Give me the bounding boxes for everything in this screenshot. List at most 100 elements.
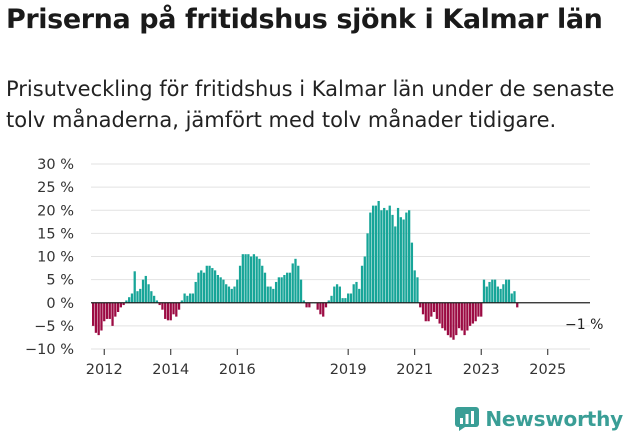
bar <box>427 302 430 322</box>
bar <box>247 254 250 303</box>
chart-subtitle: Prisutveckling för fritidshus i Kalmar l… <box>6 77 615 132</box>
bar <box>269 286 272 303</box>
latest-value-annotation: −1 % <box>565 317 603 333</box>
bar <box>150 291 153 303</box>
bar <box>261 265 264 303</box>
bar <box>211 268 214 303</box>
bar <box>299 279 303 303</box>
bar <box>499 288 502 303</box>
bar <box>466 302 469 331</box>
bar <box>516 302 519 308</box>
bar <box>335 284 339 303</box>
bar <box>141 279 145 303</box>
bar <box>327 300 330 303</box>
bar <box>250 256 253 303</box>
y-tick-label: 15 % <box>37 226 74 242</box>
bar <box>402 219 405 303</box>
bar <box>166 302 170 321</box>
bar <box>396 207 400 303</box>
bar <box>114 302 117 317</box>
bar <box>97 302 100 336</box>
bar <box>183 293 186 303</box>
bar <box>463 302 466 336</box>
bar <box>263 272 267 303</box>
bar <box>341 298 344 303</box>
bar <box>277 277 280 303</box>
newsworthy-logo: Newsworthy <box>455 407 623 431</box>
y-tick-label: 5 % <box>46 273 74 289</box>
bar <box>330 295 333 303</box>
bar <box>477 302 480 317</box>
bar <box>227 286 231 303</box>
bar <box>94 302 98 333</box>
bar <box>493 279 497 303</box>
bar <box>202 272 206 303</box>
bar <box>164 302 167 319</box>
bar <box>496 286 499 303</box>
bar <box>460 302 463 331</box>
bar <box>286 272 289 303</box>
bar <box>355 281 358 303</box>
bar <box>419 302 422 308</box>
bar <box>219 277 222 303</box>
bar <box>485 286 488 303</box>
bar <box>175 302 178 317</box>
bar <box>405 212 408 303</box>
bar <box>172 302 175 315</box>
bar <box>369 212 372 303</box>
bar <box>446 302 450 336</box>
bar <box>452 302 455 340</box>
bar <box>371 205 375 303</box>
bar <box>294 258 297 303</box>
bar <box>105 302 109 319</box>
bar <box>92 302 95 326</box>
bar <box>252 254 256 303</box>
bar <box>394 226 397 303</box>
bar <box>144 275 147 303</box>
bar <box>272 288 275 303</box>
y-tick-label: 0 % <box>46 296 74 312</box>
bar <box>133 271 136 303</box>
bar <box>130 293 134 303</box>
bar <box>416 277 419 303</box>
bar <box>205 265 208 303</box>
y-tick-label: 25 % <box>37 180 74 196</box>
bar <box>255 256 258 303</box>
y-tick-label: 20 % <box>37 203 74 219</box>
bar <box>391 214 394 303</box>
bar <box>408 210 411 303</box>
bars <box>92 201 519 340</box>
y-tick-label: −5 % <box>34 319 74 335</box>
x-tick-label: 2014 <box>152 362 189 378</box>
bar <box>305 302 308 308</box>
bar <box>388 205 391 303</box>
bar <box>338 286 341 303</box>
bar <box>108 302 111 319</box>
bar <box>502 284 505 303</box>
bar-chart: −10 % −5 % 0 % 5 % 10 % 15 % 20 % 25 % 30 % 2012 2… <box>25 157 603 378</box>
bar <box>155 300 159 303</box>
bar <box>449 302 452 338</box>
bar <box>233 286 236 303</box>
bar <box>438 302 441 324</box>
bar <box>510 293 513 303</box>
bar <box>213 270 217 303</box>
bar <box>236 279 239 303</box>
x-tick-label: 2025 <box>529 362 566 378</box>
bar <box>360 265 364 303</box>
bar <box>380 210 383 303</box>
bar <box>363 256 366 303</box>
bar <box>319 302 322 315</box>
bar <box>383 207 386 303</box>
bar <box>197 272 200 303</box>
bar <box>513 291 516 303</box>
bar <box>200 270 203 303</box>
bar <box>302 300 305 303</box>
bar <box>457 302 461 329</box>
bar <box>241 254 244 303</box>
y-tick-label: −10 % <box>25 342 74 358</box>
bar <box>385 210 389 303</box>
bar <box>349 293 353 303</box>
bar <box>374 205 378 303</box>
bar <box>238 265 242 303</box>
